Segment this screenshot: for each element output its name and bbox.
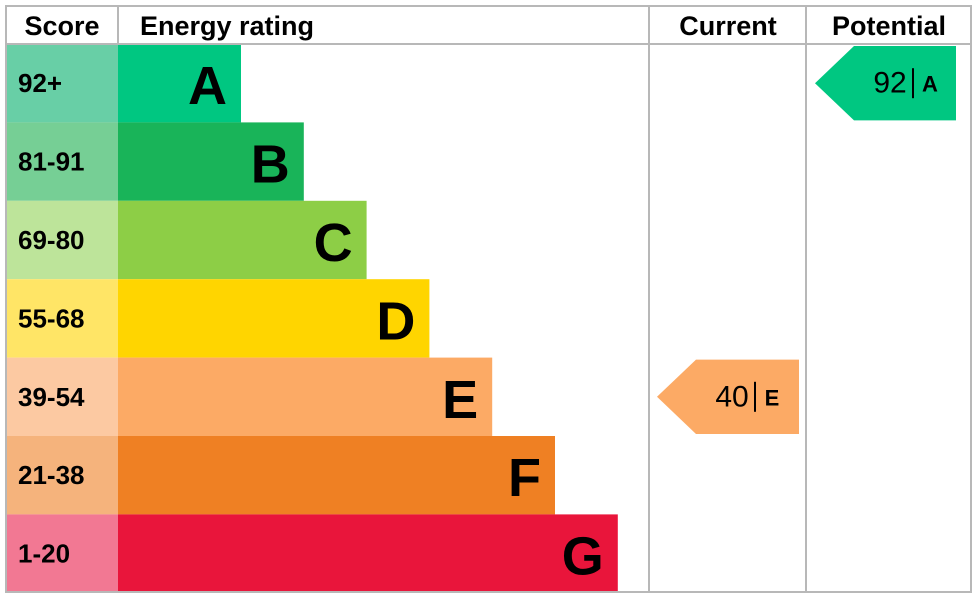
score-cell — [6, 357, 118, 436]
rating-bar — [118, 436, 555, 515]
rating-bar — [118, 44, 241, 123]
rating-arrow — [657, 359, 799, 434]
score-cell — [6, 122, 118, 201]
rating-letter: G — [562, 527, 604, 587]
score-label: 55-68 — [18, 303, 85, 333]
score-cell — [6, 279, 118, 358]
arrow-letter: E — [765, 385, 780, 410]
potential-header: Potential — [832, 11, 946, 41]
score-header: Score — [24, 11, 99, 41]
current-header: Current — [679, 11, 777, 41]
rating-bar — [118, 200, 367, 280]
score-label: 39-54 — [18, 382, 85, 412]
score-label: 1-20 — [18, 539, 70, 569]
rating-letter: A — [188, 56, 227, 116]
rating-letter: C — [314, 213, 353, 273]
rating-letter: B — [251, 135, 290, 195]
rating-letter: D — [376, 291, 415, 351]
arrow-letter: A — [922, 72, 938, 97]
rating-header: Energy rating — [140, 11, 314, 41]
score-cell — [6, 514, 118, 593]
rating-letter: F — [508, 448, 541, 508]
rating-arrow — [815, 46, 956, 121]
rating-bar — [118, 514, 618, 593]
score-label: 21-38 — [18, 460, 85, 490]
rating-bar — [118, 122, 304, 201]
score-cell — [6, 44, 118, 123]
table-border — [5, 5, 972, 593]
score-cell — [6, 200, 118, 280]
rating-letter: E — [442, 370, 478, 430]
score-cell — [6, 436, 118, 515]
score-label: 81-91 — [18, 147, 85, 177]
rating-bar — [118, 279, 430, 358]
score-label: 92+ — [18, 68, 62, 98]
arrow-value: 92 — [873, 67, 906, 100]
score-label: 69-80 — [18, 225, 85, 255]
rating-bar — [118, 357, 493, 436]
arrow-value: 40 — [715, 380, 748, 413]
